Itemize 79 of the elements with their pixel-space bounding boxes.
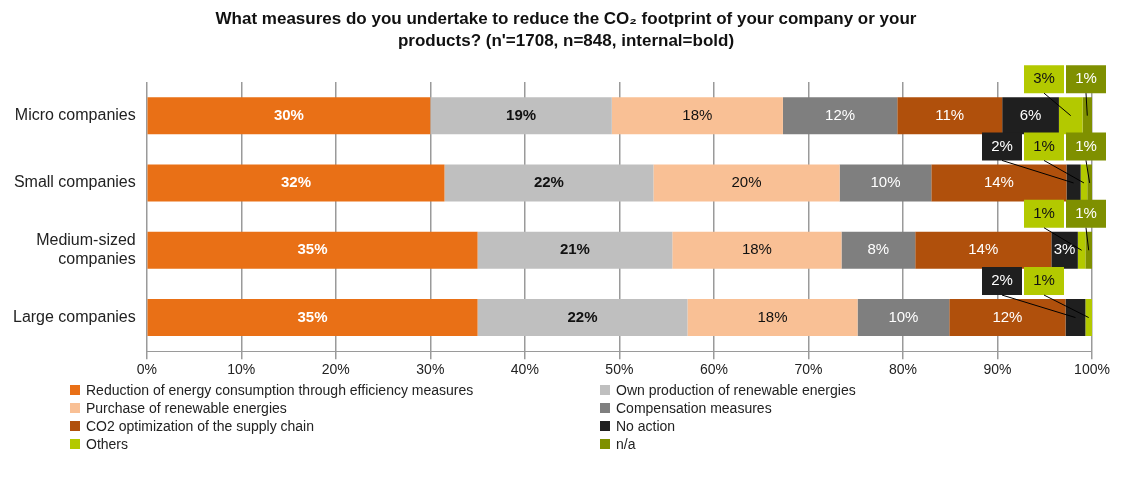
data-label: 2% xyxy=(991,271,1013,289)
bar xyxy=(147,97,431,135)
y-tick-label: Micro companies xyxy=(14,106,136,124)
data-label: 18% xyxy=(682,105,713,123)
x-tick-label: 10% xyxy=(227,361,256,378)
y-tick-label: Small companies xyxy=(13,173,136,191)
data-label: 1% xyxy=(1075,203,1097,221)
data-label: 10% xyxy=(870,173,901,191)
data-label: 10% xyxy=(888,307,919,325)
bar xyxy=(611,97,783,135)
legend-label: Purchase of renewable energies xyxy=(86,400,287,416)
data-label: 1% xyxy=(1075,136,1097,154)
data-label: 11% xyxy=(935,105,965,123)
x-tick-label: 60% xyxy=(699,361,728,378)
data-label: 3% xyxy=(1033,69,1055,87)
bar xyxy=(444,164,654,202)
bar xyxy=(147,231,478,269)
bar xyxy=(841,231,916,269)
x-tick-label: 20% xyxy=(321,361,350,378)
bar xyxy=(653,164,840,202)
data-label: 2% xyxy=(991,136,1013,154)
bar xyxy=(782,97,898,135)
data-label: 32% xyxy=(280,173,312,191)
data-label: 3% xyxy=(1053,240,1076,258)
bar xyxy=(1085,231,1092,269)
data-label: 35% xyxy=(297,307,328,325)
data-label: 1% xyxy=(1075,69,1097,87)
bar xyxy=(672,231,842,269)
data-label: 1% xyxy=(1033,136,1055,154)
x-tick-label: 90% xyxy=(983,361,1012,378)
bar xyxy=(949,299,1066,337)
bar xyxy=(147,299,478,337)
data-label: 12% xyxy=(825,105,856,123)
legend-label: No action xyxy=(616,418,676,434)
data-label: 12% xyxy=(992,307,1023,325)
legend-label: CO2 optimization of the supply chain xyxy=(86,418,315,434)
bar xyxy=(931,164,1067,202)
y-tick-label: Large companies xyxy=(12,307,136,325)
x-tick-label: 100% xyxy=(1074,361,1110,378)
bar xyxy=(1065,299,1086,337)
bar xyxy=(477,231,673,269)
x-tick-label: 70% xyxy=(794,361,823,378)
x-tick-label: 80% xyxy=(888,361,917,378)
data-label: 14% xyxy=(983,173,1014,191)
chart-title: What measures do you undertake to reduce the CO₂ footprint of your company or your products? (n'=1708, n=848, internal=bold) xyxy=(214,8,918,52)
bar xyxy=(687,299,858,337)
y-tick-label: Medium-sized companies xyxy=(36,231,136,268)
data-label: 1% xyxy=(1033,203,1055,221)
bar xyxy=(1077,231,1086,269)
data-label: 22% xyxy=(567,307,598,325)
bar xyxy=(915,231,1052,269)
legend-label: Reduction of energy consumption through efficiency measures xyxy=(86,382,474,398)
legend-label: Compensation measures xyxy=(616,400,772,416)
x-tick-label: 40% xyxy=(510,361,539,378)
data-label: 1% xyxy=(1033,271,1055,289)
bar xyxy=(857,299,950,337)
bar xyxy=(897,97,1003,135)
bar xyxy=(477,299,688,337)
data-label: 14% xyxy=(968,240,999,258)
x-tick-label: 50% xyxy=(605,361,634,378)
legend-label: n/a xyxy=(616,436,636,452)
bar xyxy=(1085,299,1092,337)
bar xyxy=(430,97,612,135)
data-label: 18% xyxy=(757,307,788,325)
data-label: 19% xyxy=(506,105,537,123)
x-tick-label: 0% xyxy=(136,361,157,378)
bar xyxy=(147,164,445,202)
data-label: 35% xyxy=(297,240,328,258)
data-label: 18% xyxy=(741,240,772,258)
data-label: 30% xyxy=(273,105,304,123)
data-label: 20% xyxy=(731,173,762,191)
x-tick-label: 30% xyxy=(416,361,445,378)
legend-label: Others xyxy=(86,436,129,452)
data-label: 8% xyxy=(867,240,890,258)
data-label: 6% xyxy=(1019,105,1042,123)
bar xyxy=(839,164,932,202)
legend-label: Own production of renewable energies xyxy=(616,382,856,398)
data-label: 21% xyxy=(559,240,590,258)
data-label: 22% xyxy=(533,173,564,191)
